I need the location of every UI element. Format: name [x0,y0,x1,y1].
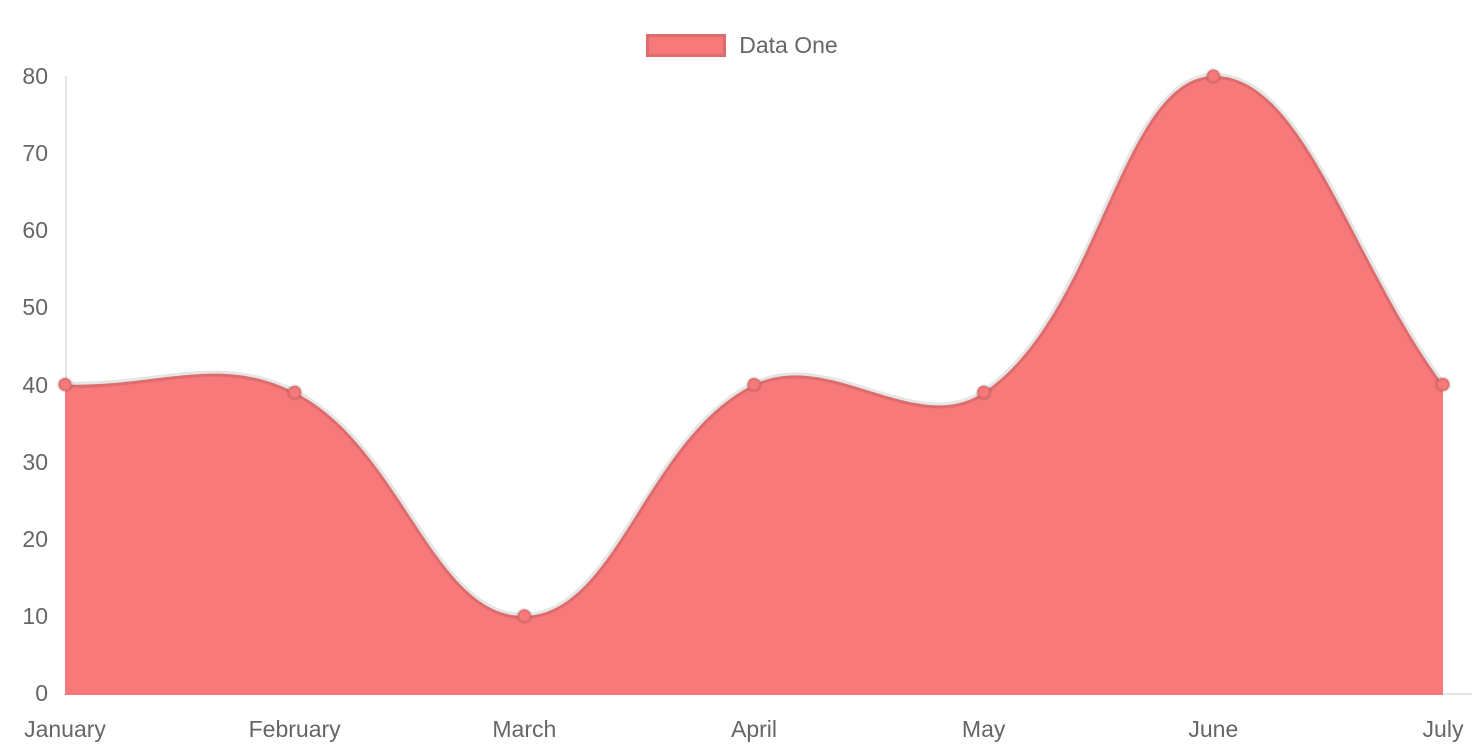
y-tick-label-30: 30 [22,448,48,475]
data-point-february[interactable] [286,384,303,401]
legend-label: Data One [739,32,838,58]
y-tick-label-50: 50 [22,294,48,321]
y-tick-label-0: 0 [35,680,48,706]
data-point-july[interactable] [1435,376,1451,393]
x-axis-label-january: January [24,716,106,742]
y-tick-label-70: 70 [22,140,48,167]
y-tick-label-40: 40 [22,371,48,398]
x-axis-label-july: July [1422,716,1464,742]
legend-swatch [646,34,727,57]
x-axis-label-february: February [248,716,341,742]
data-point-march[interactable] [516,607,533,624]
y-tick-label-20: 20 [22,525,48,552]
legend: Data One [0,32,1484,59]
data-point-january[interactable] [57,376,73,393]
y-tick-label-10: 10 [22,602,48,629]
legend-item-data-one[interactable]: Data One [646,32,838,59]
x-axis-label-april: April [730,716,777,742]
data-point-june[interactable] [1205,68,1222,84]
x-axis-label-may: May [961,716,1006,742]
data-point-may[interactable] [975,384,992,401]
y-tick-label-60: 60 [22,217,48,244]
data-point-april[interactable] [746,376,762,393]
x-axis-label-june: June [1188,716,1239,742]
x-axis-label-march: March [492,716,557,742]
y-tick-label-80: 80 [22,63,48,89]
